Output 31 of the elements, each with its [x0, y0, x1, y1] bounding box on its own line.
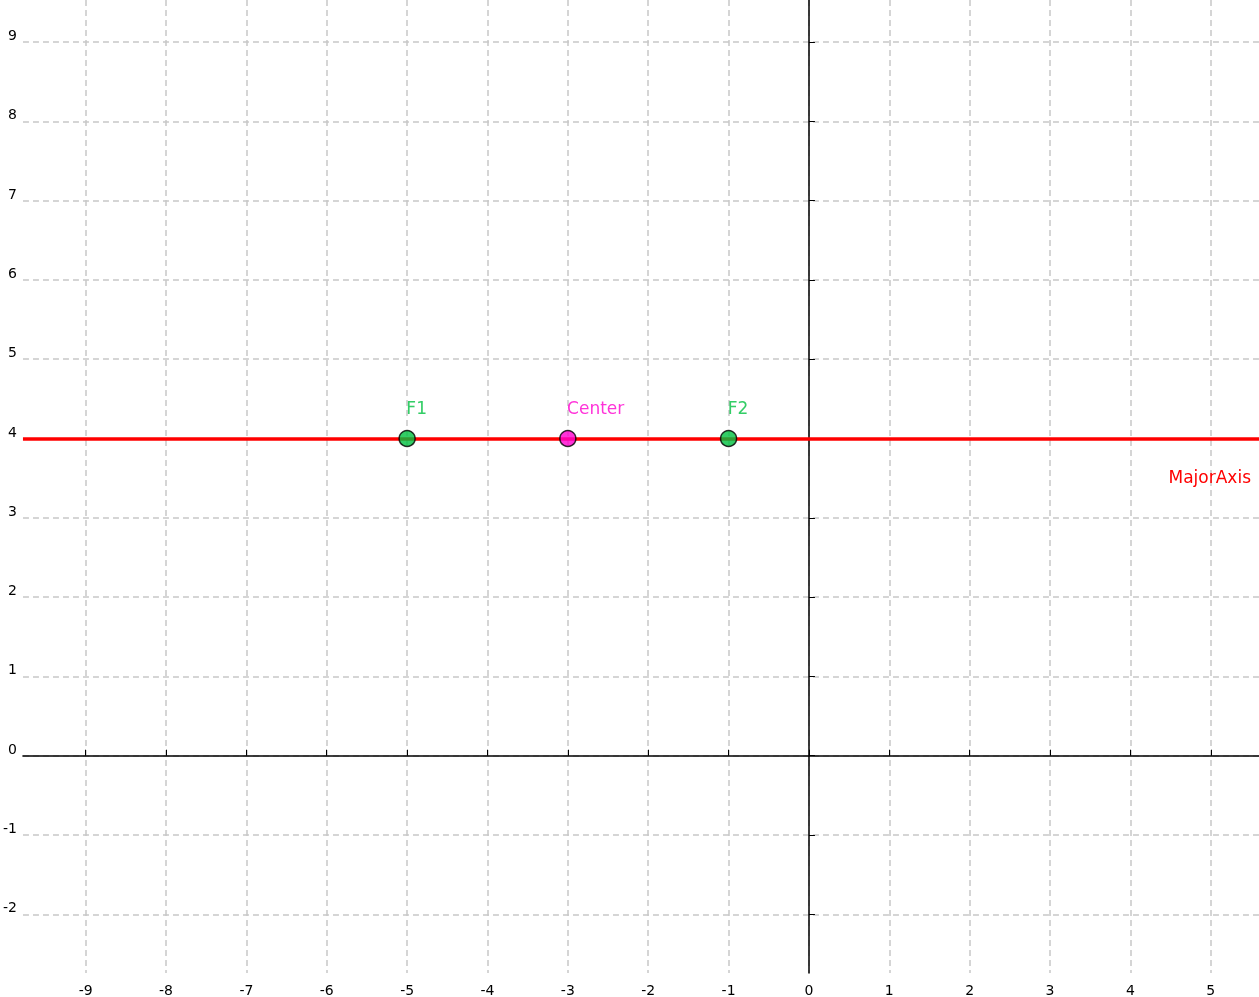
x-tick-label: -5 — [400, 982, 415, 997]
x-tick-label: -7 — [239, 982, 254, 997]
x-tick-label: 3 — [1045, 982, 1055, 997]
y-tick-label: 0 — [8, 740, 17, 757]
x-tick-label: -6 — [319, 982, 334, 997]
y-tick-label: 7 — [8, 185, 17, 202]
x-tick-label: 4 — [1125, 982, 1135, 997]
y-tick-label: 1 — [8, 661, 17, 678]
y-tick-label: 6 — [8, 264, 18, 281]
series-label: F1 — [406, 398, 427, 419]
y-tick-label: -1 — [2, 820, 17, 837]
x-tick-label: -8 — [159, 982, 173, 997]
x-tick-label: -4 — [480, 982, 495, 997]
y-tick-label: 5 — [8, 344, 17, 361]
x-tick-label: -1 — [721, 982, 736, 997]
y-tick-label: 4 — [8, 423, 18, 440]
x-tick-label: 1 — [884, 982, 894, 997]
ref-line-label: MajorAxis — [1168, 467, 1252, 488]
x-tick-label: 0 — [804, 982, 814, 997]
x-tick-label: -9 — [78, 982, 93, 997]
x-tick-label: -2 — [641, 982, 656, 997]
series-label: Center — [567, 398, 625, 419]
y-tick-label: 9 — [8, 27, 17, 44]
y-tick-label: 8 — [8, 106, 17, 123]
x-tick-label: 5 — [1206, 982, 1216, 997]
series-label: F2 — [727, 398, 749, 419]
y-tick-label: 2 — [8, 582, 17, 599]
y-tick-label: 3 — [8, 502, 17, 519]
x-tick-label: 2 — [965, 982, 975, 997]
y-tick-label: -2 — [2, 899, 17, 916]
x-tick-label: -3 — [560, 982, 575, 997]
